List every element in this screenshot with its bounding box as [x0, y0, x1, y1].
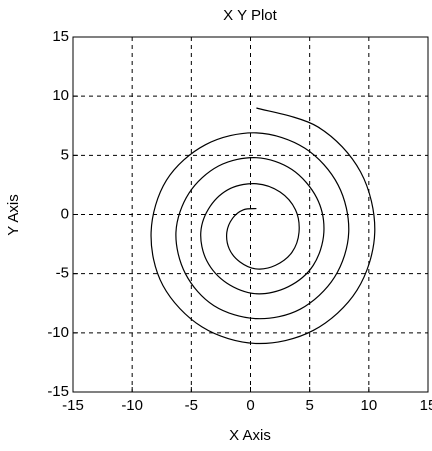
x-tick-label: -5: [185, 397, 198, 414]
y-tick-label: -15: [47, 383, 69, 400]
y-tick-label: 15: [52, 28, 69, 45]
x-axis-label: X Axis: [229, 427, 271, 444]
x-tick-label: -10: [121, 397, 143, 414]
y-tick-label: -5: [56, 265, 69, 282]
plot-frame: [72, 36, 429, 393]
x-tick-label: 5: [305, 397, 313, 414]
x-tick-label: 0: [246, 397, 254, 414]
y-tick-label: 5: [61, 146, 69, 163]
x-tick-label: -15: [62, 397, 84, 414]
y-axis-label: Y Axis: [5, 194, 22, 235]
x-tick-label: 10: [360, 397, 377, 414]
chart-title: X Y Plot: [223, 7, 277, 24]
line: [150, 107, 376, 345]
y-tick-label: 10: [52, 87, 69, 104]
x-tick-label: 15: [420, 397, 432, 414]
y-tick-label: -10: [47, 324, 69, 341]
y-tick-label: 0: [61, 205, 69, 222]
